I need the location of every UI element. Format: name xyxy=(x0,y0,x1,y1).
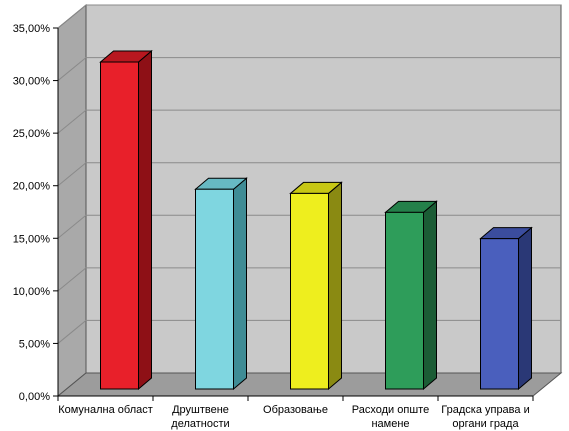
y-tick-label: 25,00% xyxy=(13,128,51,140)
y-tick-label: 15,00% xyxy=(13,233,51,245)
x-tick-label: Комунална област xyxy=(58,404,153,416)
bars xyxy=(99,49,533,391)
x-tick-label: Расходи опште намене xyxy=(352,404,429,430)
gridline xyxy=(57,162,561,187)
bar-side xyxy=(233,177,247,391)
bar xyxy=(289,181,343,391)
bar-front xyxy=(100,61,139,390)
bar-side xyxy=(138,49,152,391)
plot-side-wall xyxy=(57,3,87,398)
y-axis-ticks: 0,00% 5,00% 10,00% 15,00% 20,00% 25,00% 30,00%… xyxy=(13,23,59,403)
bar xyxy=(384,200,438,391)
bar xyxy=(479,226,533,391)
bar-side xyxy=(328,181,342,391)
y-tick-label: 35,00% xyxy=(13,23,51,35)
x-tick-label: Градска управа и органи града xyxy=(441,404,529,430)
gridline xyxy=(57,57,561,81)
bar-side xyxy=(423,200,437,391)
x-tick-label: Образовање xyxy=(263,404,328,416)
y-tick-label: 30,00% xyxy=(13,76,51,88)
bar xyxy=(194,177,248,391)
bar-front xyxy=(195,188,234,390)
y-tick-label: 10,00% xyxy=(13,286,51,298)
gridline xyxy=(57,109,561,134)
bar-front xyxy=(290,192,329,390)
y-tick-label: 0,00% xyxy=(19,391,50,403)
bar-front xyxy=(385,211,424,390)
y-tick-label: 20,00% xyxy=(13,181,51,193)
x-axis-labels: Комунална област Друштвене делатности Образ… xyxy=(57,395,534,430)
gridline xyxy=(57,4,561,29)
bar-side xyxy=(518,226,532,391)
bar-front xyxy=(480,238,519,390)
x-tick-label: Друштвене делатности xyxy=(171,404,229,430)
bar xyxy=(99,49,153,391)
y-tick-label: 5,00% xyxy=(19,338,50,350)
